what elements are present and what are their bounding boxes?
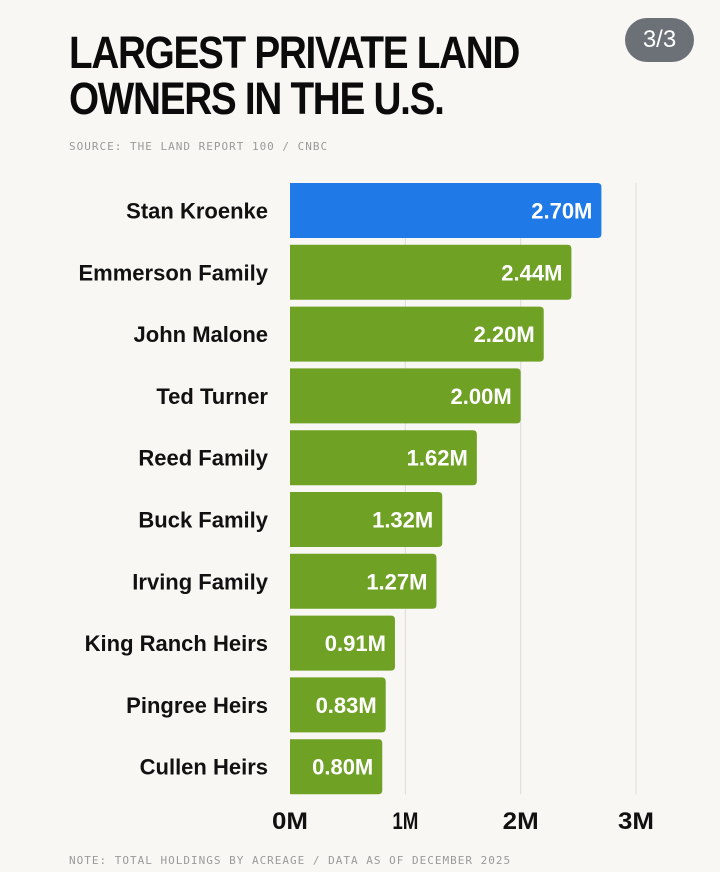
x-tick-label: 3M: [618, 808, 654, 835]
category-label: Buck Family: [138, 508, 268, 533]
bar: [290, 739, 383, 795]
data-label: 2.00M: [451, 384, 512, 409]
bar: [290, 183, 602, 238]
category-label: Cullen Heirs: [140, 755, 268, 780]
category-label: Pingree Heirs: [126, 693, 268, 718]
chart-source: SOURCE: THE LAND REPORT 100 / CNBC: [69, 140, 329, 153]
bar: [290, 430, 477, 486]
bar: [290, 553, 437, 609]
chart-title: LARGEST PRIVATE LAND OWNERS IN THE U.S.: [69, 27, 520, 124]
category-label: John Malone: [134, 322, 268, 347]
data-label: 1.32M: [372, 508, 433, 533]
category-label: Ted Turner: [156, 384, 268, 409]
bar: [290, 306, 544, 362]
bar: [290, 368, 521, 424]
x-tick-label: 1M: [392, 808, 418, 835]
x-tick-label: 2M: [503, 808, 539, 835]
data-label: 0.83M: [316, 693, 377, 718]
data-label: 1.62M: [407, 446, 468, 471]
data-label: 2.44M: [501, 260, 562, 285]
bar: [290, 615, 395, 671]
bar: [290, 492, 443, 547]
chart-note: NOTE: TOTAL HOLDINGS BY ACREAGE / DATA A…: [69, 854, 512, 867]
bar: [290, 244, 572, 300]
data-label: 1.27M: [366, 569, 427, 594]
category-label: King Ranch Heirs: [85, 631, 268, 656]
category-label: Reed Family: [138, 446, 268, 471]
data-label: 0.91M: [325, 631, 386, 656]
data-label: 0.80M: [312, 755, 373, 780]
category-label: Stan Kroenke: [126, 199, 268, 224]
category-label: Emmerson Family: [78, 260, 268, 285]
data-label: 2.20M: [474, 322, 535, 347]
x-tick-label: 0M: [272, 808, 308, 835]
page-indicator-badge: 3/3: [625, 18, 694, 62]
bar: [290, 677, 386, 733]
category-label: Irving Family: [132, 569, 268, 594]
data-label: 2.70M: [531, 199, 592, 224]
